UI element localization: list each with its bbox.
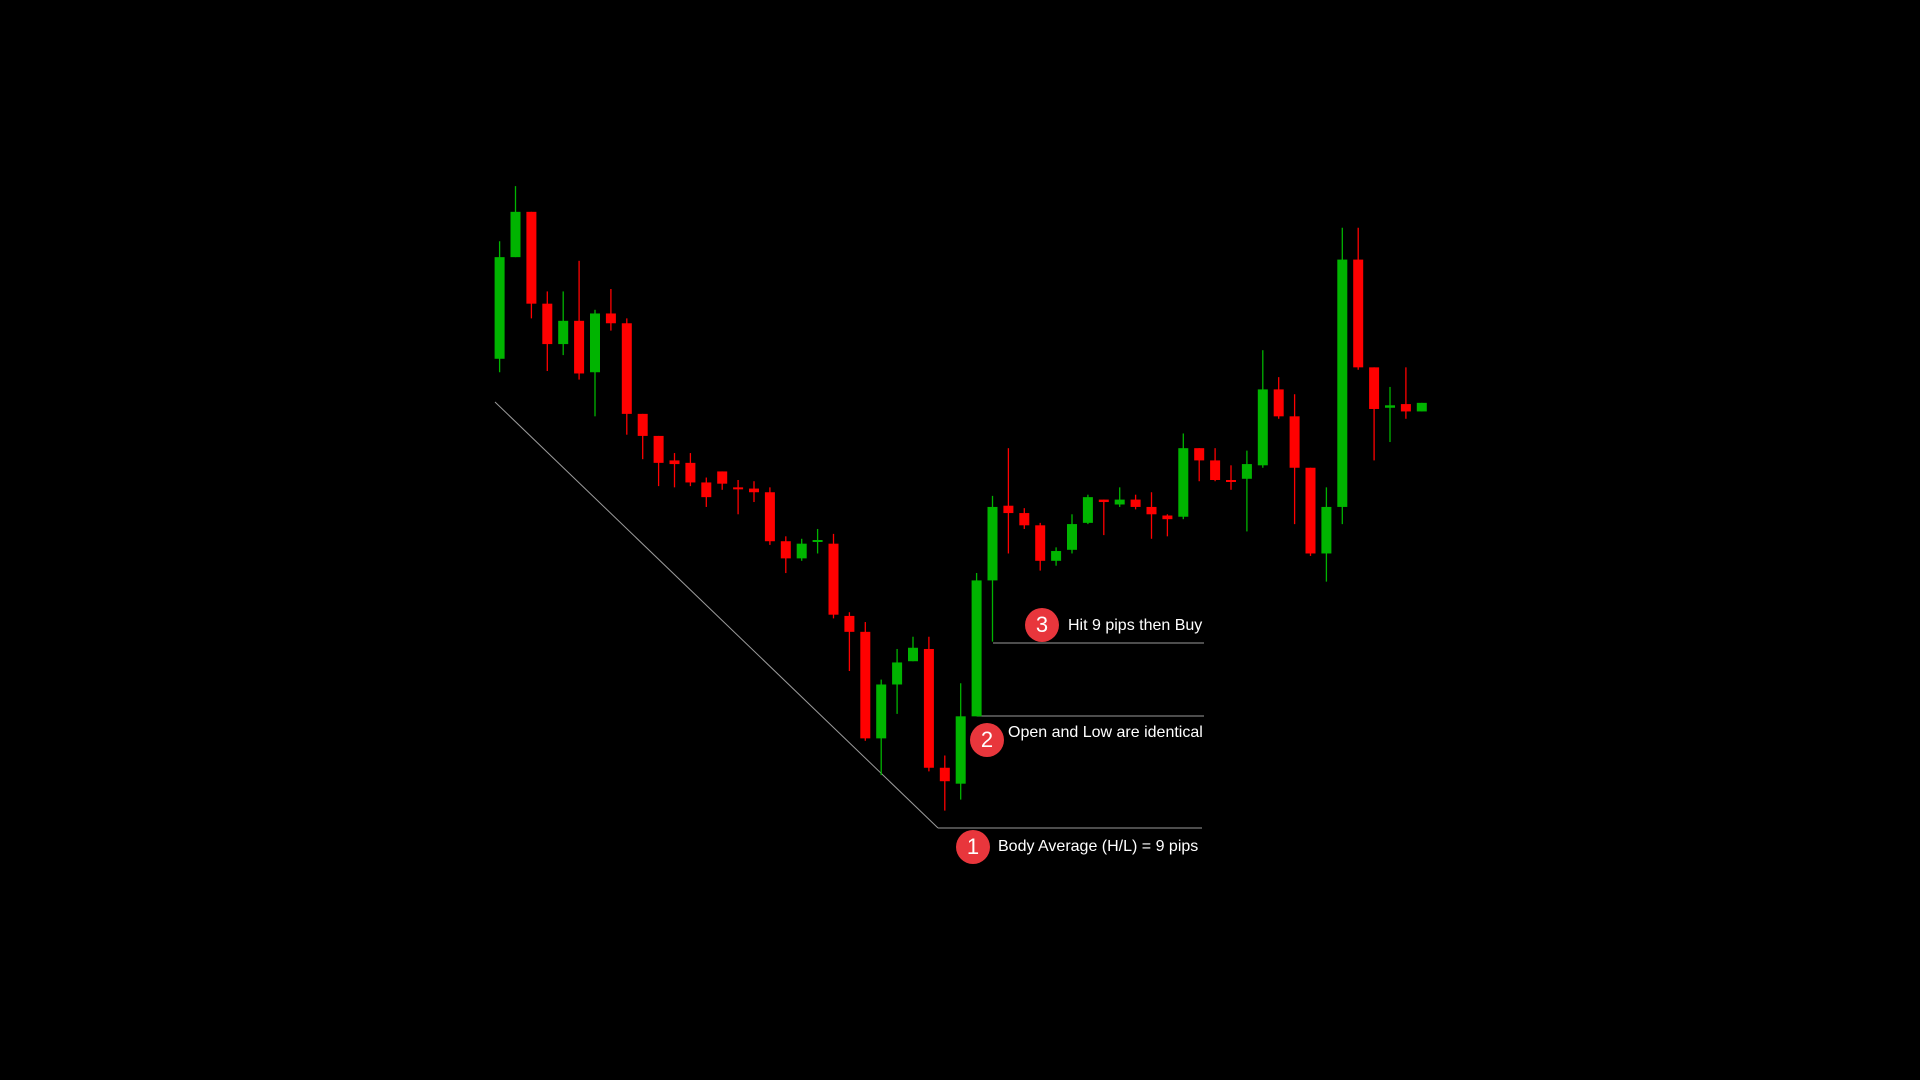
- badge-number: 2: [981, 727, 993, 752]
- candle-body: [796, 543, 807, 559]
- badge: [1025, 608, 1059, 642]
- candle-body: [574, 320, 585, 374]
- candle-body: [1400, 404, 1411, 412]
- candle-body: [955, 716, 966, 784]
- candle-body: [1114, 499, 1125, 505]
- candle-body: [1019, 513, 1030, 526]
- candle-body: [1130, 499, 1141, 507]
- candle-body: [653, 435, 664, 463]
- candle-body: [1051, 551, 1062, 561]
- candle-body: [1003, 505, 1014, 514]
- candle-body: [844, 615, 855, 632]
- candle-body: [1416, 402, 1427, 412]
- candle-body: [1146, 506, 1157, 515]
- candle-body: [1210, 460, 1221, 480]
- candle-body: [1273, 389, 1284, 417]
- candle-body: [1321, 506, 1332, 554]
- candle-body: [1385, 405, 1395, 408]
- candle-body: [701, 482, 712, 498]
- candle-body: [685, 462, 696, 483]
- candle-body: [669, 460, 680, 465]
- candle-body: [812, 540, 823, 542]
- candle-body: [876, 684, 887, 739]
- candle-body: [605, 313, 616, 324]
- candle-body: [1082, 497, 1093, 523]
- candle-body: [939, 767, 950, 782]
- badge: [970, 723, 1004, 757]
- candle-body: [542, 303, 553, 345]
- trend-line: [494, 401, 939, 829]
- candle-body: [621, 323, 632, 414]
- candle-body: [1226, 480, 1236, 482]
- candle-body: [1289, 416, 1300, 468]
- candle-body: [558, 320, 569, 345]
- candle-body: [1035, 525, 1046, 561]
- candle-body: [987, 506, 998, 581]
- candle-body: [1162, 515, 1173, 520]
- candle-body: [860, 631, 871, 739]
- candle-body: [1257, 389, 1268, 466]
- candle-body: [494, 257, 505, 359]
- candle-body: [1178, 448, 1189, 517]
- candle-body: [971, 580, 982, 717]
- candle-body: [526, 211, 537, 304]
- candle-body: [1194, 448, 1205, 461]
- candle-body: [764, 492, 775, 542]
- badge-number: 1: [967, 834, 979, 859]
- candle-body: [908, 647, 918, 662]
- candle-body: [1098, 499, 1109, 503]
- candle-body: [1353, 259, 1364, 368]
- candle-body: [923, 648, 934, 768]
- candle-body: [1067, 524, 1077, 550]
- annotation-text: Hit 9 pips then Buy: [1068, 617, 1202, 634]
- annotation-text: Open and Low are identical: [1008, 724, 1203, 741]
- candle-body: [892, 662, 903, 685]
- candle-body: [1337, 259, 1348, 507]
- annotation-text: Body Average (H/L) = 9 pips: [998, 838, 1198, 855]
- candle-body: [1241, 464, 1252, 479]
- candle-body: [637, 413, 648, 436]
- candle-body: [733, 487, 744, 490]
- badge: [956, 830, 990, 864]
- candle-body: [1305, 467, 1316, 554]
- candle-body: [590, 313, 600, 373]
- candle-body: [780, 541, 791, 559]
- badge-number: 3: [1036, 612, 1048, 637]
- candle-body: [749, 488, 759, 493]
- candle-body: [828, 543, 839, 615]
- candle-body: [717, 471, 728, 484]
- candle-body: [510, 211, 521, 258]
- candle-body: [1369, 367, 1380, 409]
